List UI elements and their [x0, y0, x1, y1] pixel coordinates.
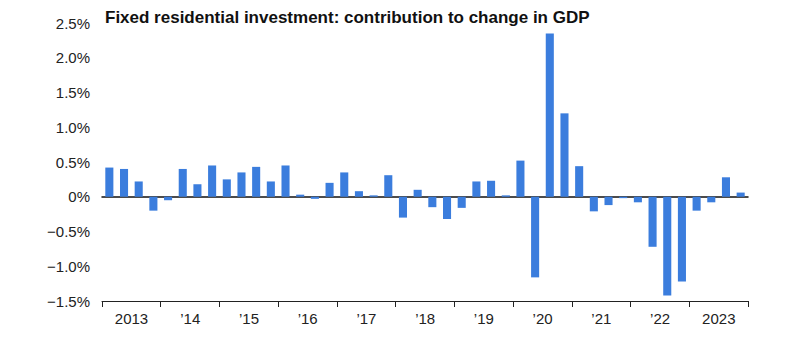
- svg-text:2013: 2013: [115, 310, 148, 327]
- svg-text:0%: 0%: [68, 188, 90, 205]
- svg-text:2023: 2023: [702, 310, 735, 327]
- svg-text:’20: ’20: [533, 310, 553, 327]
- svg-text:’14: ’14: [180, 310, 200, 327]
- svg-text:’17: ’17: [356, 310, 376, 327]
- svg-text:−0.5%: −0.5%: [47, 223, 90, 240]
- svg-text:−1.0%: −1.0%: [47, 258, 90, 275]
- svg-text:1.5%: 1.5%: [56, 84, 90, 101]
- svg-text:’19: ’19: [474, 310, 494, 327]
- svg-text:’16: ’16: [298, 310, 318, 327]
- svg-text:’18: ’18: [415, 310, 435, 327]
- svg-text:2.0%: 2.0%: [56, 49, 90, 66]
- svg-text:’15: ’15: [239, 310, 259, 327]
- svg-text:2.5%: 2.5%: [56, 15, 90, 32]
- svg-text:Fixed residential investment:: Fixed residential investment: contributi…: [105, 8, 590, 27]
- svg-text:1.0%: 1.0%: [56, 119, 90, 136]
- svg-text:−1.5%: −1.5%: [47, 293, 90, 310]
- svg-text:’22: ’22: [650, 310, 670, 327]
- svg-text:0.5%: 0.5%: [56, 154, 90, 171]
- svg-text:’21: ’21: [591, 310, 611, 327]
